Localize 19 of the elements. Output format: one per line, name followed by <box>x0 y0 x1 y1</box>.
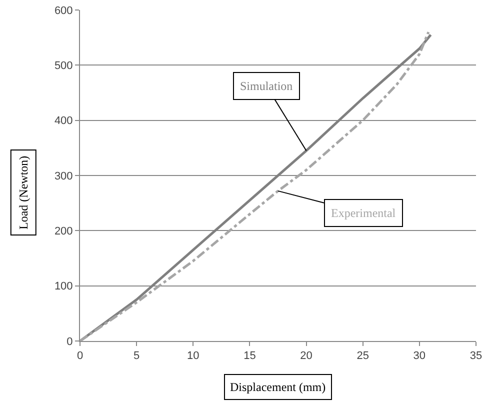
x-tick-label: 10 <box>187 350 200 362</box>
y-tick-label: 500 <box>54 60 73 72</box>
x-tick-label: 0 <box>76 350 84 362</box>
y-tick-label: 600 <box>54 4 73 17</box>
text: Experimental <box>331 206 396 220</box>
y-tick-label: 0 <box>66 336 73 348</box>
x-tick-label: 15 <box>244 350 256 362</box>
x-tick-label: 35 <box>470 350 482 362</box>
x-axis-title: Displacement (mm) <box>230 380 326 394</box>
y-tick-label: 400 <box>54 115 73 128</box>
x-tick-label: 20 <box>300 350 312 362</box>
y-tick-label: 300 <box>54 170 73 182</box>
text: Simulation <box>240 79 293 93</box>
x-tick-label: 25 <box>356 350 369 362</box>
y-axis-title: Load (Newton) <box>16 156 30 230</box>
x-tick-label: 5 <box>134 350 140 362</box>
y-tick-label: 100 <box>54 280 73 293</box>
x-tick-label: 30 <box>413 350 426 362</box>
y-tick-label: 200 <box>54 226 73 238</box>
